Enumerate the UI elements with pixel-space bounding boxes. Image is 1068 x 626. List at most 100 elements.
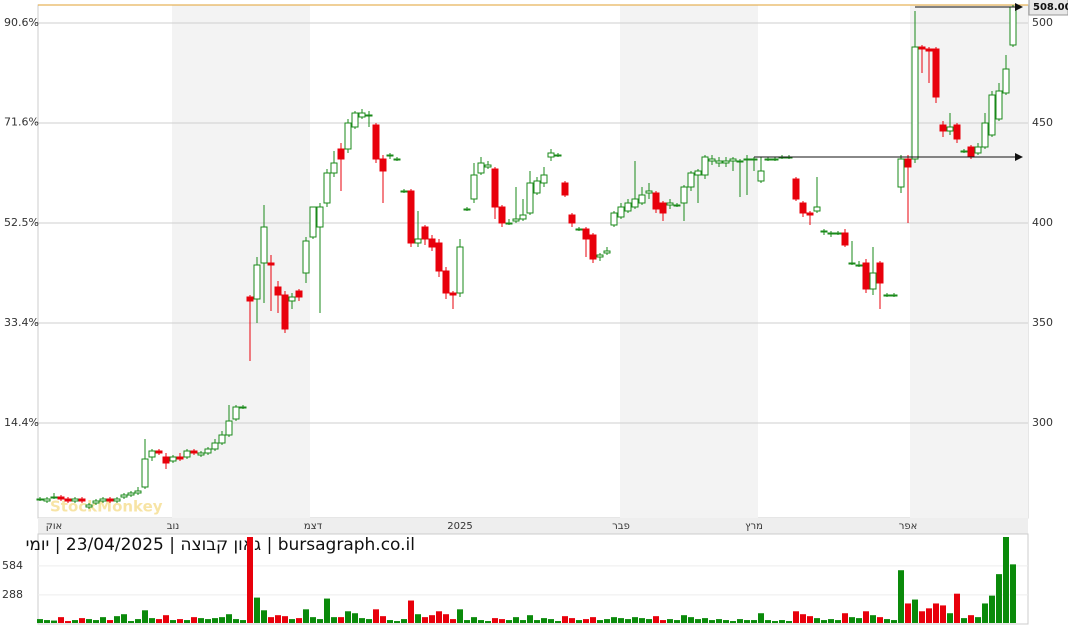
volume-bar: [751, 620, 757, 623]
month-band: [910, 5, 1028, 518]
candle-body: [365, 114, 373, 117]
volume-bar: [205, 619, 211, 623]
candle-body: [505, 222, 513, 225]
volume-bar: [289, 619, 295, 623]
volume-tick-label: 288: [2, 588, 23, 601]
volume-bar: [597, 620, 603, 623]
month-band: [620, 5, 758, 518]
month-band: [172, 5, 310, 518]
candle-body: [652, 192, 660, 210]
candle-body: [841, 232, 849, 246]
volume-bar: [870, 615, 876, 623]
volume-bar: [408, 600, 414, 623]
candle-body: [834, 232, 842, 235]
candle-body: [918, 46, 926, 50]
volume-bar: [674, 620, 680, 623]
volume-bar: [128, 621, 134, 623]
volume-bar: [240, 620, 246, 623]
y2-tick-label: 71.6%: [4, 116, 39, 129]
volume-bar: [569, 618, 575, 623]
candle-body: [393, 158, 401, 161]
volume-bar: [352, 613, 358, 623]
volume-bar: [947, 613, 953, 623]
volume-bar: [464, 620, 470, 623]
volume-bar: [163, 615, 169, 623]
candle-body: [57, 496, 65, 500]
candle-body: [358, 112, 366, 118]
candle-body: [491, 168, 499, 208]
candle-body: [687, 172, 695, 188]
candle-body: [610, 212, 618, 226]
candle-body: [1002, 68, 1010, 94]
volume-bar: [863, 611, 869, 623]
candle-body: [484, 164, 492, 168]
volume-bar: [401, 619, 407, 623]
volume-bar: [968, 615, 974, 623]
volume-bar: [814, 618, 820, 623]
volume-bar: [226, 614, 232, 623]
volume-bar: [394, 621, 400, 623]
candle-body: [176, 456, 184, 460]
volume-bar: [296, 618, 302, 623]
volume-bar: [72, 620, 78, 623]
candle-body: [281, 294, 289, 330]
volume-bar: [310, 617, 316, 623]
x-tick-label: 2025: [447, 521, 472, 532]
volume-bar: [590, 617, 596, 623]
candle-body: [78, 498, 86, 502]
volume-bar: [359, 618, 365, 623]
volume-bar: [912, 599, 918, 623]
volume-bar: [716, 619, 722, 623]
candle-body: [939, 124, 947, 132]
volume-bar: [268, 617, 274, 623]
volume-bar: [933, 603, 939, 623]
candle-body: [1009, 6, 1017, 46]
candle-body: [253, 264, 261, 300]
volume-bar: [303, 609, 309, 623]
candle-body: [995, 90, 1003, 120]
volume-bar: [142, 610, 148, 623]
candle-body: [855, 264, 863, 267]
candle-body: [638, 194, 646, 204]
candle-body: [456, 246, 464, 294]
volume-bar: [835, 620, 841, 623]
candle-body: [862, 262, 870, 290]
candle-body: [673, 204, 681, 207]
candle-body: [435, 242, 443, 272]
candle-body: [666, 202, 674, 206]
candle-body: [603, 250, 611, 254]
volume-bar: [667, 619, 673, 623]
volume-bar: [65, 621, 71, 623]
volume-bar: [457, 609, 463, 623]
candle-body: [232, 406, 240, 420]
candle-body: [442, 270, 450, 294]
candle-body: [267, 262, 275, 266]
candle-body: [596, 254, 604, 258]
candle-body: [218, 434, 226, 444]
volume-bar: [576, 620, 582, 623]
candle-body: [771, 158, 779, 161]
volume-bar: [156, 619, 162, 623]
candle-body: [519, 214, 527, 220]
candle-body: [246, 296, 254, 302]
volume-pane: [37, 533, 1029, 625]
candle-body: [631, 198, 639, 208]
volume-bar: [114, 616, 120, 623]
volume-bar: [1010, 564, 1016, 623]
candle-body: [876, 262, 884, 284]
candle-body: [869, 272, 877, 290]
volume-bar: [730, 621, 736, 623]
candle-body: [309, 206, 317, 238]
candle-body: [953, 124, 961, 140]
candle-body: [211, 442, 219, 450]
candle-body: [428, 238, 436, 248]
last-price-box: [1028, 0, 1068, 16]
volume-bar: [688, 617, 694, 623]
candle-body: [806, 212, 814, 216]
volume-bar: [121, 614, 127, 623]
candle-body: [407, 190, 415, 244]
volume-bar: [345, 611, 351, 623]
candle-body: [64, 498, 72, 502]
volume-bar: [821, 620, 827, 623]
